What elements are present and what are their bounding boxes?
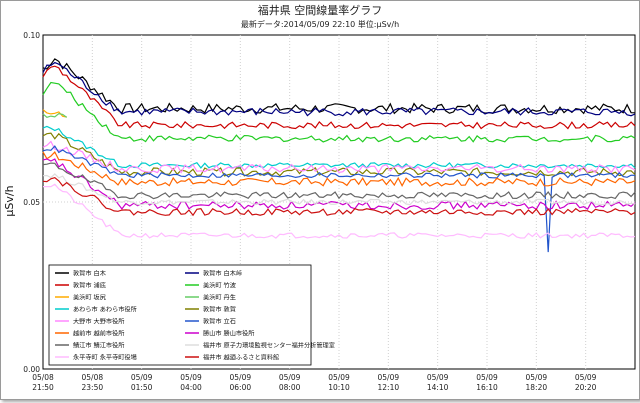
x-tick-date: 05/09 bbox=[526, 373, 548, 382]
legend-entry: 美浜町 坂尻 bbox=[73, 294, 107, 302]
legend-entry: 勝山市 勝山市役所 bbox=[203, 330, 254, 338]
legend-entry: 福井市 原子力環境監視センター福井分析管理室 bbox=[203, 342, 335, 350]
series-line bbox=[42, 140, 636, 174]
series-line bbox=[42, 58, 636, 115]
series-line bbox=[42, 145, 636, 253]
series-lines bbox=[42, 58, 636, 253]
series-line bbox=[42, 177, 636, 217]
axes: 05/0821:5005/0823:5005/0901:5005/0904:00… bbox=[23, 31, 596, 392]
y-axis-label: μSv/h bbox=[3, 185, 16, 216]
series-line bbox=[42, 61, 636, 117]
y-tick-label: 0.05 bbox=[23, 198, 40, 207]
legend-entry: 美浜町 丹生 bbox=[203, 294, 236, 302]
series-line bbox=[42, 109, 67, 118]
legend-entry: 敦賀市 敦賀 bbox=[203, 306, 236, 314]
series-line bbox=[42, 162, 636, 200]
legend-entry: 福井市 越廼ふるさと資料館 bbox=[203, 354, 279, 362]
x-tick-date: 05/09 bbox=[328, 373, 350, 382]
x-tick-date: 05/09 bbox=[230, 373, 252, 382]
legend-entry: 敦賀市 浦底 bbox=[73, 282, 106, 290]
legend-entry: 越前市 越前市役所 bbox=[73, 330, 124, 338]
x-tick-date: 05/08 bbox=[82, 373, 104, 382]
x-tick-date: 05/09 bbox=[180, 373, 202, 382]
x-tick-time: 01:50 bbox=[131, 383, 153, 392]
x-tick-time: 16:10 bbox=[476, 383, 498, 392]
x-tick-time: 04:00 bbox=[180, 383, 202, 392]
legend-entry: 永平寺町 永平寺町役場 bbox=[73, 354, 137, 362]
series-line bbox=[42, 125, 636, 169]
x-tick-time: 12:10 bbox=[378, 383, 400, 392]
x-tick-date: 05/09 bbox=[131, 373, 153, 382]
x-tick-time: 18:20 bbox=[526, 383, 548, 392]
chart-title: 福井県 空間線量率グラフ bbox=[258, 3, 383, 17]
chart-subtitle: 最新データ:2014/05/09 22:10 単位:μSv/h bbox=[241, 19, 399, 29]
x-tick-date: 05/09 bbox=[476, 373, 498, 382]
series-line bbox=[43, 183, 636, 239]
x-tick-time: 23:50 bbox=[82, 383, 104, 392]
y-tick-label: 0.00 bbox=[23, 365, 40, 374]
x-tick-date: 05/09 bbox=[575, 373, 597, 382]
series-line bbox=[42, 81, 636, 143]
series-line bbox=[42, 112, 68, 118]
legend-entry: 敦賀市 白木峠 bbox=[203, 270, 242, 278]
y-tick-label: 0.10 bbox=[23, 31, 40, 40]
legend-box bbox=[48, 264, 312, 366]
legend-entry: 鯖江市 鯖江市役所 bbox=[73, 342, 124, 350]
series-line bbox=[42, 173, 636, 206]
legend-entry: 敦賀市 白木 bbox=[73, 270, 106, 278]
legend-entry: あわら市 あわら市役所 bbox=[73, 306, 137, 314]
x-tick-time: 14:10 bbox=[427, 383, 449, 392]
x-tick-date: 05/09 bbox=[427, 373, 449, 382]
x-tick-date: 05/09 bbox=[279, 373, 301, 382]
x-tick-time: 10:10 bbox=[328, 383, 350, 392]
x-tick-time: 08:00 bbox=[279, 383, 301, 392]
legend-entry: 美浜町 竹波 bbox=[203, 282, 236, 290]
series-line bbox=[42, 150, 636, 187]
x-tick-time: 06:00 bbox=[230, 383, 252, 392]
x-tick-time: 20:20 bbox=[575, 383, 597, 392]
series-line bbox=[42, 65, 636, 130]
x-tick-time: 21:50 bbox=[32, 383, 54, 392]
legend-entry: 大野市 大野市役所 bbox=[73, 318, 124, 326]
x-tick-date: 05/09 bbox=[378, 373, 400, 382]
x-tick-date: 05/08 bbox=[32, 373, 54, 382]
legend-entry: 敦賀市 立石 bbox=[203, 318, 236, 326]
